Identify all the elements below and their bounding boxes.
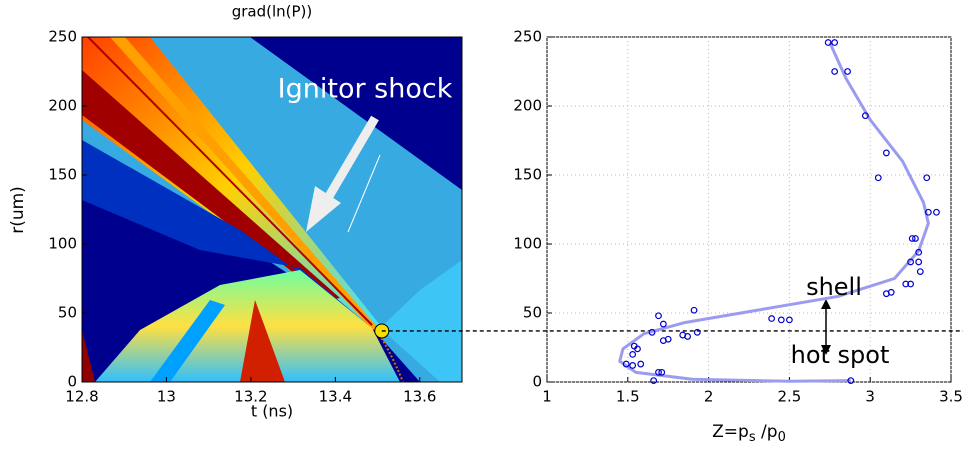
y-tick-label: 100 <box>48 235 77 253</box>
data-point <box>777 316 785 324</box>
data-point <box>831 39 839 46</box>
y-tick-label: 100 <box>513 235 542 253</box>
annotation-arrow <box>324 115 379 201</box>
data-point <box>908 235 916 242</box>
y-tick-label: 250 <box>513 28 542 46</box>
x-axis-label: t (ns) <box>251 402 293 421</box>
x-axis-label: Z=ps /p0 <box>712 422 786 445</box>
fit-line <box>618 41 930 383</box>
data-point <box>923 174 931 182</box>
data-point <box>629 362 637 369</box>
data-point <box>655 368 662 376</box>
x-tick-label: 13 <box>157 388 176 406</box>
x-axis-label-part: 0 <box>778 430 786 445</box>
data-point <box>659 320 667 328</box>
data-point <box>887 288 895 296</box>
x-tick-label: 13.2 <box>234 388 267 406</box>
y-tick-label: 200 <box>48 97 77 115</box>
annotation-arrowhead <box>306 186 341 232</box>
data-point <box>622 360 630 368</box>
x-tick-label: 1.5 <box>616 388 640 406</box>
data-point <box>924 208 932 216</box>
data-point <box>933 208 940 216</box>
data-point <box>912 235 919 242</box>
data-point <box>658 368 666 376</box>
annotation: Ignitor shock <box>278 74 453 105</box>
y-tick-label: 50 <box>58 304 77 322</box>
x-tick-label: 1 <box>542 388 552 406</box>
y-tick-label: 250 <box>48 28 77 46</box>
annotation: hot spot <box>791 341 890 369</box>
data-point <box>882 149 890 157</box>
heatmap-image <box>82 37 462 382</box>
y-axis-label: r(um) <box>8 186 28 234</box>
data-point <box>637 360 645 368</box>
data-point <box>861 112 869 120</box>
data-point <box>648 328 656 336</box>
data-point <box>768 315 776 322</box>
x-tick-label: 3 <box>865 388 875 406</box>
y-tick-label: 200 <box>513 97 542 115</box>
data-point <box>655 312 662 320</box>
data-point <box>874 174 882 182</box>
data-point <box>824 39 832 46</box>
chart-title: grad(ln(P)) <box>232 3 313 21</box>
plot-frame <box>81 36 463 383</box>
data-point <box>902 280 910 288</box>
data-point <box>831 68 839 75</box>
data-point <box>915 248 923 256</box>
x-tick-label: 2.5 <box>777 388 801 406</box>
plot-frame <box>546 36 952 383</box>
x-tick-label: 13.4 <box>319 388 352 406</box>
y-tick-label: 50 <box>523 304 542 322</box>
data-point <box>664 335 672 343</box>
data-point <box>907 280 914 288</box>
x-tick-label: 13.6 <box>403 388 436 406</box>
data-point <box>684 333 691 340</box>
annotation: shell <box>806 273 862 301</box>
y-tick-label: 0 <box>532 373 542 391</box>
x-tick-label: 2 <box>704 388 714 406</box>
data-point <box>907 258 914 266</box>
y-tick-label: 150 <box>513 166 542 184</box>
data-point <box>916 268 924 276</box>
data-point <box>634 345 641 353</box>
data-point <box>786 316 793 324</box>
x-tick-label: 3.5 <box>939 388 963 406</box>
annotation-line <box>347 154 381 233</box>
y-tick-label: 0 <box>67 373 77 391</box>
data-point <box>847 377 855 385</box>
x-axis-label-part: Z=p <box>712 422 749 442</box>
x-axis-label-part: /p <box>756 422 778 442</box>
x-tick-label: 12.8 <box>65 388 98 406</box>
data-point <box>693 328 701 336</box>
data-point <box>690 306 698 314</box>
data-point <box>844 68 851 75</box>
x-axis-label-part: s <box>749 430 756 445</box>
y-tick-label: 150 <box>48 166 77 184</box>
data-point <box>650 377 658 385</box>
data-point <box>915 258 923 266</box>
data-point <box>629 351 637 358</box>
